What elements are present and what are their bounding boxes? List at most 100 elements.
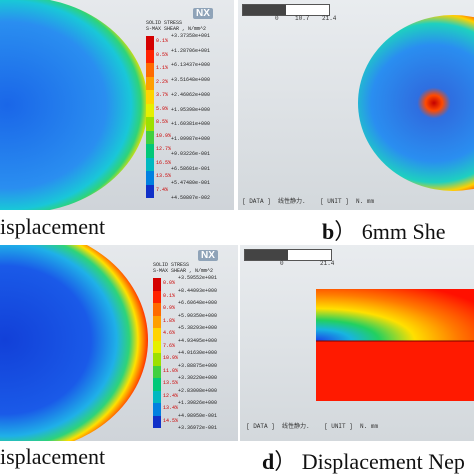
legend-title-line1: SOLID STRESS xyxy=(153,262,190,268)
legend-value: +6.60648e+000 xyxy=(178,300,218,306)
legend-percent: 1.8% xyxy=(163,317,176,324)
legend-swatch xyxy=(146,184,154,198)
legend-value: +5.90350e+000 xyxy=(178,312,218,319)
viewport-top-left[interactable]: NX SOLID STRESS S-MAX SHEAR , N/mm^2 0.1… xyxy=(0,0,234,210)
disc-shape xyxy=(0,0,148,210)
legend-percent: 13.5% xyxy=(163,380,179,386)
legend-percent: 11.0% xyxy=(163,367,179,374)
legend-percent: 4.6% xyxy=(163,330,176,336)
legend-swatch xyxy=(146,36,154,50)
legend-title: SOLID STRESS S-MAX SHEAR , N/mm^2 xyxy=(146,20,206,32)
legend-percent: 0.5% xyxy=(156,51,169,58)
scale-ruler xyxy=(244,249,332,261)
legend-value: +3.51648e+000 xyxy=(171,77,211,84)
legend-swatch xyxy=(146,130,154,144)
caption-d: d） Displacement Nep xyxy=(262,449,465,474)
disc-shape xyxy=(0,245,148,441)
legend-value: +3.30220e+000 xyxy=(178,375,218,381)
legend-percent: 10.9% xyxy=(163,355,179,361)
legend-value: +2.83008e+000 xyxy=(178,387,218,394)
legend-value: +4.50807e-002 xyxy=(171,195,211,201)
legend-swatch xyxy=(153,315,161,328)
legend-swatch xyxy=(146,103,154,117)
legend-percent: 14.5% xyxy=(163,417,179,424)
legend-percent: 0.0% xyxy=(163,280,176,286)
legend-percent: 7.4% xyxy=(156,186,169,193)
legend-swatch xyxy=(153,365,161,378)
legend-swatch xyxy=(146,49,154,63)
legend-value: +6.13437e+000 xyxy=(171,62,211,69)
legend-percent: 5.9% xyxy=(156,105,169,112)
lower-layer xyxy=(316,341,474,401)
legend-percent: 0.1% xyxy=(156,38,169,44)
status-bar: [ DATA ] 线性静力. [ UNIT ] N. mm xyxy=(242,198,375,205)
legend-swatch xyxy=(153,390,161,403)
legend-percent: 16.5% xyxy=(156,159,172,166)
legend-swatch xyxy=(146,63,154,77)
legend-value: +2.46062e+000 xyxy=(171,91,211,98)
ruler-label-1: 10.7 xyxy=(295,15,310,22)
upper-layer xyxy=(316,289,474,341)
contour-disc-c xyxy=(0,245,148,441)
disc-shape xyxy=(358,15,474,191)
contour-disc-a xyxy=(0,0,148,210)
legend-percent: 0.1% xyxy=(163,292,176,299)
legend-value: +6.58601e-001 xyxy=(171,165,211,172)
status-bar: [ DATA ] 线性静力. [ UNIT ] N. mm xyxy=(246,423,379,430)
legend-percent: 12.7% xyxy=(156,146,172,152)
caption-c: isplacement xyxy=(0,444,106,469)
caption-a: isplacement xyxy=(0,214,106,239)
legend-swatch xyxy=(146,90,154,104)
legend-percent: 7.6% xyxy=(163,342,176,349)
legend-swatch xyxy=(153,278,161,291)
legend-percent: 8.5% xyxy=(156,119,169,125)
legend-value: +3.88875e+000 xyxy=(178,362,218,369)
viewport-top-right[interactable]: 0 10.7 21.4 [ DATA ] 线性静力. [ UNIT ] N. m… xyxy=(238,0,474,210)
legend-percent: 3.7% xyxy=(156,92,169,98)
contour-disc-b xyxy=(358,15,474,191)
legend-panel-top: NX SOLID STRESS S-MAX SHEAR , N/mm^2 0.1… xyxy=(143,8,233,208)
legend-title-line2: S-MAX SHEAR , N/mm^2 xyxy=(153,268,214,274)
legend-value: +1.39826e+000 xyxy=(178,400,218,406)
ruler-label-2: 21.4 xyxy=(322,15,337,22)
legend-swatch xyxy=(153,403,161,416)
legend-value: +3.37358e+001 xyxy=(171,33,211,39)
ruler-label-0: 0 xyxy=(280,260,284,267)
legend-swatch xyxy=(153,340,161,353)
legend-percent: 13.4% xyxy=(163,405,179,411)
legend-title-line1: SOLID STRESS xyxy=(146,20,183,26)
legend-percent: 0.9% xyxy=(163,305,176,311)
legend-swatch xyxy=(153,303,161,316)
legend-value: +1.60381e+000 xyxy=(171,121,211,128)
legend-value: +1.95398e+000 xyxy=(171,106,211,113)
legend-value: +3.59552e+001 xyxy=(178,275,218,281)
legend-swatch xyxy=(146,157,154,171)
scale-ruler xyxy=(242,4,330,16)
contour-section-d xyxy=(316,289,474,401)
legend-value: +4.93495e+000 xyxy=(178,337,218,344)
legend-value: +9.03226e-001 xyxy=(171,150,211,157)
legend-swatch xyxy=(153,353,161,366)
legend-percent: 13.5% xyxy=(156,173,172,179)
legend-swatch xyxy=(153,378,161,391)
viewport-bottom-right[interactable]: 0 21.4 [ DATA ] 线性静力. [ UNIT ] N. mm xyxy=(240,245,474,441)
legend-value: +1.09987e+000 xyxy=(171,136,211,143)
legend-percent: 12.4% xyxy=(163,392,179,399)
legend-swatch xyxy=(146,117,154,131)
gts-logo: NX xyxy=(193,8,213,19)
legend-value: +4.01630e+000 xyxy=(178,350,218,356)
legend-title: SOLID STRESS S-MAX SHEAR , N/mm^2 xyxy=(153,262,213,274)
legend-panel-bottom: NX SOLID STRESS S-MAX SHEAR , N/mm^2 0.0… xyxy=(150,250,236,440)
legend-percent: 2.2% xyxy=(156,78,169,85)
legend-swatch xyxy=(153,415,161,428)
gts-logo: NX xyxy=(198,250,218,261)
ruler-label-1: 21.4 xyxy=(320,260,335,267)
legend-value: +8.44093e+000 xyxy=(178,287,218,294)
ruler-label-0: 0 xyxy=(275,15,279,22)
legend-title-line2: S-MAX SHEAR , N/mm^2 xyxy=(146,26,207,32)
legend-swatch xyxy=(153,290,161,303)
legend-percent: 10.9% xyxy=(156,132,172,139)
viewport-bottom-left[interactable]: NX SOLID STRESS S-MAX SHEAR , N/mm^2 0.0… xyxy=(0,245,238,441)
legend-value: +1.28706e+001 xyxy=(171,47,211,54)
legend-swatch xyxy=(153,328,161,341)
